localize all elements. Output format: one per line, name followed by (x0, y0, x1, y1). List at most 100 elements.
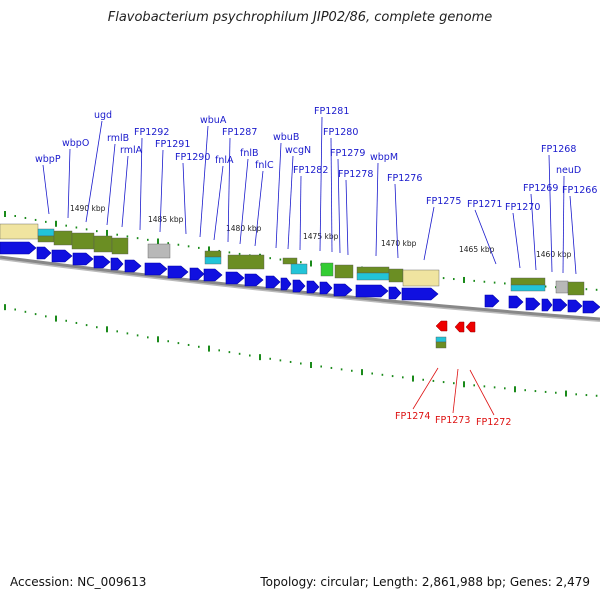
forward-gene-arrow (401, 287, 439, 301)
cog-box (93, 235, 113, 253)
forward-gene-arrow (189, 267, 205, 281)
gene-label: rmlA (120, 145, 143, 156)
leader-line (67, 148, 71, 219)
cog-box (510, 277, 546, 286)
gene-label: FP1266 (562, 185, 597, 196)
gene-label: FP1290 (175, 152, 210, 163)
cog-box (510, 284, 546, 292)
label-lines (42, 116, 577, 416)
forward-gene-arrow (567, 299, 583, 313)
backbone-shadow (0, 258, 600, 322)
forward-gene-arrow (355, 284, 389, 298)
gene-label: FP1275 (426, 196, 461, 207)
forward-gene-arrow (265, 275, 281, 289)
cog-box (53, 230, 73, 246)
forward-gene-arrow (508, 295, 524, 309)
gene-label: FP1276 (387, 173, 422, 184)
forward-gene-arrow (306, 280, 320, 294)
forward-gene-arrow (51, 249, 73, 263)
leader-line (412, 367, 439, 410)
gene-label: FP1280 (323, 127, 358, 138)
leader-line (569, 195, 577, 275)
cog-box (147, 243, 171, 259)
gene-label: FP1281 (314, 106, 349, 117)
leader-line (337, 158, 341, 254)
reverse-gene-arrow (435, 320, 448, 332)
forward-gene-arrow (541, 298, 553, 312)
forward-gene-arrow (167, 265, 189, 279)
leader-line (375, 162, 379, 257)
forward-gene-arrow (124, 259, 142, 273)
gene-label: FP1282 (293, 165, 328, 176)
cog-box (555, 280, 569, 294)
forward-gene-arrow (110, 257, 124, 271)
gene-label: wbuA (200, 115, 227, 126)
forward-gene-arrow (93, 255, 111, 269)
forward-gene-arrow (333, 283, 353, 297)
cog-box (435, 341, 447, 349)
gene-label: ugd (94, 110, 112, 121)
forward-gene-arrow (525, 297, 541, 311)
leader-line (121, 155, 129, 228)
leader-line (299, 175, 302, 251)
gene-label: FP1271 (467, 199, 502, 210)
gene-label: wbuB (273, 132, 299, 143)
forward-gene-arrow (244, 273, 264, 287)
leader-line (469, 369, 495, 416)
gene-label: wcgN (285, 145, 311, 156)
scale-label: 1460 kbp (536, 250, 572, 259)
reverse-gene-arrow (454, 321, 465, 333)
forward-gene-arrow (203, 268, 223, 282)
gene-label: FP1287 (222, 127, 257, 138)
leader-line (85, 120, 103, 223)
leader-line (452, 368, 459, 414)
cog-box (290, 263, 308, 275)
leader-line (159, 149, 164, 233)
forward-gene-arrow (144, 262, 168, 276)
scale-label: 1485 kbp (148, 215, 184, 224)
cog-box (37, 228, 55, 237)
cog-box (567, 281, 585, 296)
forward-gene-arrow (225, 271, 245, 285)
leader-line (275, 142, 282, 249)
accession-text: Accession: NC_009613 (10, 575, 147, 589)
leader-line (530, 193, 537, 271)
cog-box (111, 237, 129, 255)
gene-label: FP1274 (395, 411, 430, 422)
gene-label: wbpP (35, 154, 61, 165)
scale-label: 1470 kbp (381, 239, 417, 248)
scale-label: 1465 kbp (459, 245, 495, 254)
gene-label: wbpM (370, 152, 398, 163)
gene-label: FP1273 (435, 415, 470, 426)
leader-line (345, 179, 349, 256)
forward-gene-arrow (552, 298, 568, 312)
forward-gene-arrow (280, 277, 292, 291)
leader-line (254, 170, 264, 247)
leader-line (139, 137, 143, 231)
leader-line (287, 155, 294, 250)
forward-gene-arrow (319, 281, 333, 295)
gene-label: rmlB (107, 133, 129, 144)
forward-gene-arrow (0, 241, 37, 255)
cog-box (320, 262, 334, 277)
leader-line (199, 125, 209, 238)
cog-box (71, 232, 95, 250)
cog-box (388, 268, 404, 283)
leader-line (394, 183, 399, 259)
cog-box (37, 235, 55, 243)
leader-line (213, 165, 224, 241)
cog-box (334, 264, 354, 279)
leader-line (182, 162, 187, 235)
cog-box (227, 254, 265, 270)
cog-box (204, 256, 222, 265)
genome-summary: Topology: circular; Length: 2,861,988 bp… (260, 575, 590, 589)
leader-line (42, 164, 50, 215)
cog-box (402, 269, 440, 287)
gene-label: neuD (556, 165, 581, 176)
forward-gene-arrow (36, 246, 52, 260)
map-title: Flavobacterium psychrophilum JIP02/86, c… (107, 10, 493, 25)
leader-line (319, 116, 323, 252)
reverse-gene-arrow (465, 321, 476, 333)
cog-box (204, 250, 222, 258)
